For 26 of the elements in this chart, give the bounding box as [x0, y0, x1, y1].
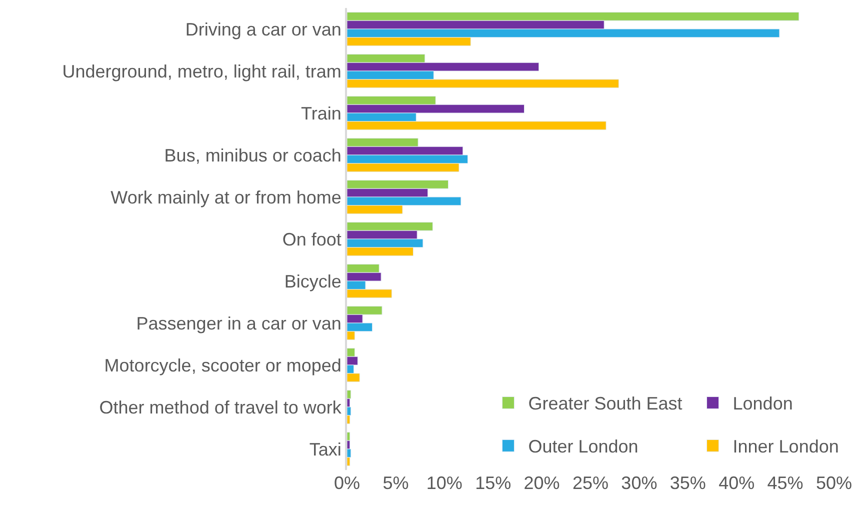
- x-tick-label: 10%: [426, 473, 462, 493]
- x-tick-label: 45%: [767, 473, 804, 493]
- x-tick-label: 35%: [670, 473, 706, 493]
- y-tick-label: Bus, minibus or coach: [164, 145, 342, 166]
- legend-label: Greater South East: [528, 394, 682, 414]
- x-tick-label: 15%: [475, 473, 512, 493]
- x-tick-label: 20%: [524, 473, 560, 493]
- y-tick-label: Underground, metro, light rail, tram: [62, 61, 342, 82]
- x-tick-label: 5%: [382, 473, 409, 493]
- y-tick-label: On foot: [282, 229, 342, 250]
- legend-label: Inner London: [732, 436, 839, 457]
- legend-label: Outer London: [528, 436, 638, 457]
- x-tick-label: 0%: [334, 473, 360, 493]
- x-tick-label: 40%: [718, 473, 755, 493]
- y-tick-label: Bicycle: [284, 271, 342, 292]
- y-tick-label: Passenger in a car or van: [136, 313, 342, 334]
- x-tick-label: 50%: [816, 473, 852, 493]
- x-tick-label: 30%: [621, 473, 658, 493]
- y-tick-label: Motorcycle, scooter or moped: [104, 355, 342, 376]
- y-tick-label: Taxi: [309, 439, 342, 460]
- y-tick-label: Driving a car or van: [185, 19, 342, 40]
- y-tick-label: Work mainly at or from home: [110, 187, 342, 208]
- y-tick-label: Train: [301, 103, 342, 124]
- legend-label: London: [732, 394, 793, 414]
- x-tick-label: 25%: [572, 473, 609, 493]
- y-tick-label: Other method of travel to work: [99, 397, 342, 418]
